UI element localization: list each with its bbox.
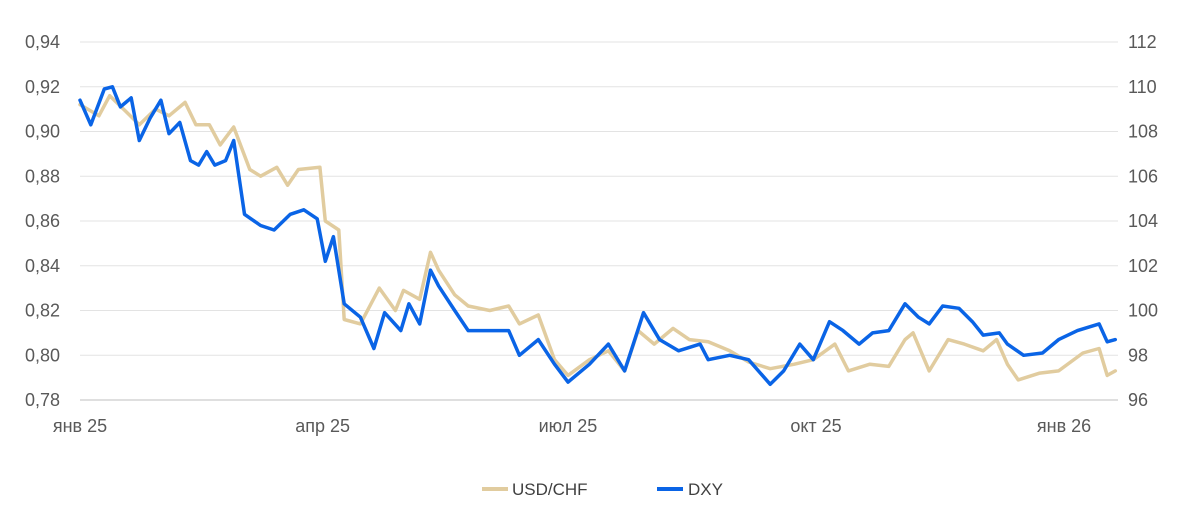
legend-label-usdchf: USD/CHF [512,480,588,499]
right-tick-label: 98 [1128,345,1148,365]
left-tick-label: 0,82 [25,301,60,321]
right-tick-label: 108 [1128,122,1158,142]
x-tick-label: янв 26 [1037,416,1091,436]
right-tick-label: 104 [1128,211,1158,231]
left-tick-label: 0,92 [25,77,60,97]
right-tick-label: 96 [1128,390,1148,410]
gridlines [80,41,1118,401]
x-tick-label: янв 25 [53,416,107,436]
right-tick-label: 110 [1128,77,1157,97]
right-tick-label: 112 [1128,32,1157,52]
left-axis-ticks: 0,78 0,80 0,82 0,84 0,86 0,88 0,90 0,92 0,94 [25,32,60,410]
left-tick-label: 0,86 [25,211,60,231]
x-axis-ticks: янв 25 апр 25 июл 25 окт 25 янв 26 [53,416,1091,436]
series-line-usdchf [78,93,1118,382]
x-tick-label: июл 25 [539,416,598,436]
left-tick-label: 0,88 [25,166,60,186]
left-tick-label: 0,94 [25,32,60,52]
series-lines [78,85,1118,387]
legend: USD/CHF DXY [482,480,723,499]
x-tick-label: апр 25 [295,416,350,436]
legend-label-dxy: DXY [688,480,723,499]
left-tick-label: 0,78 [25,390,60,410]
right-axis-ticks: 96 98 100 102 104 106 108 110 112 [1128,32,1158,410]
right-tick-label: 106 [1128,166,1158,186]
right-tick-label: 100 [1128,301,1158,321]
right-tick-label: 102 [1128,256,1158,276]
left-tick-label: 0,84 [25,256,60,276]
x-tick-label: окт 25 [790,416,841,436]
left-tick-label: 0,80 [25,345,60,365]
series-line-dxy [78,85,1118,387]
left-tick-label: 0,90 [25,122,60,142]
